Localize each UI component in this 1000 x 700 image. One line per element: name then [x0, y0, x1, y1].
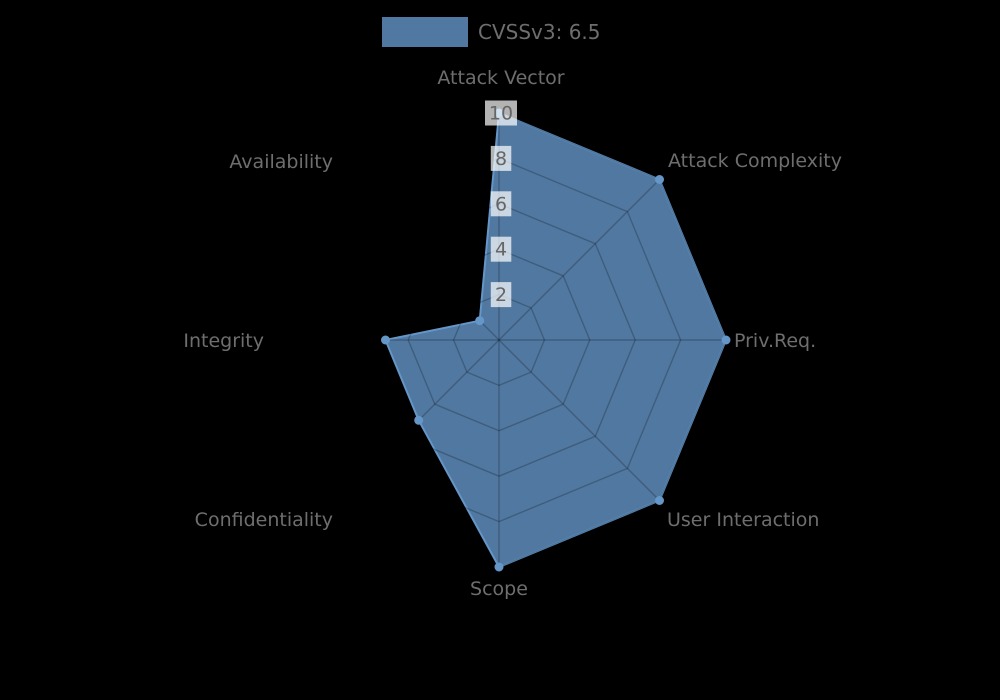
data-point-marker[interactable] [381, 335, 390, 345]
tick-label: 6 [495, 193, 507, 215]
data-point-marker[interactable] [475, 316, 485, 326]
axis-label-attack-vector: Attack Vector [437, 67, 564, 89]
tick-label: 4 [495, 239, 507, 261]
tick-label: 8 [495, 148, 507, 170]
grid-spoke [338, 179, 500, 341]
data-point-marker[interactable] [721, 335, 731, 345]
legend-item-cvssv3[interactable]: CVSSv3: 6.5 [382, 17, 601, 47]
data-point-marker[interactable] [655, 175, 664, 184]
axis-label-availability: Availability [229, 151, 333, 173]
tick-label: 2 [495, 284, 507, 306]
data-point-marker[interactable] [414, 415, 424, 425]
tick-backdrop [490, 282, 512, 308]
grid-ring [452, 293, 546, 387]
tick-backdrop [485, 100, 517, 126]
tick-backdrop [490, 145, 512, 171]
grid-ring [407, 248, 591, 432]
axis-label-attack-complexity: Attack Complexity [668, 150, 842, 172]
axis-label-user-interaction: User Interaction [667, 509, 819, 531]
axis-label-integrity: Integrity [183, 330, 264, 352]
grid-ring [362, 203, 636, 477]
legend-label[interactable]: CVSSv3: 6.5 [478, 20, 601, 44]
grid-spoke [498, 339, 660, 501]
grid-spoke [498, 179, 660, 341]
tick-backdrop [490, 236, 512, 262]
legend-swatch[interactable] [382, 17, 468, 47]
tick-label: 10 [489, 103, 513, 125]
axis-label-priv-req-: Priv.Req. [734, 330, 816, 352]
tick-backdrop [490, 191, 512, 217]
data-point-marker[interactable] [494, 562, 504, 572]
axis-label-scope: Scope [470, 578, 528, 600]
data-point-marker[interactable] [655, 496, 664, 505]
grid-ring [316, 157, 682, 523]
axis-label-confidentiality: Confidentiality [195, 509, 333, 531]
